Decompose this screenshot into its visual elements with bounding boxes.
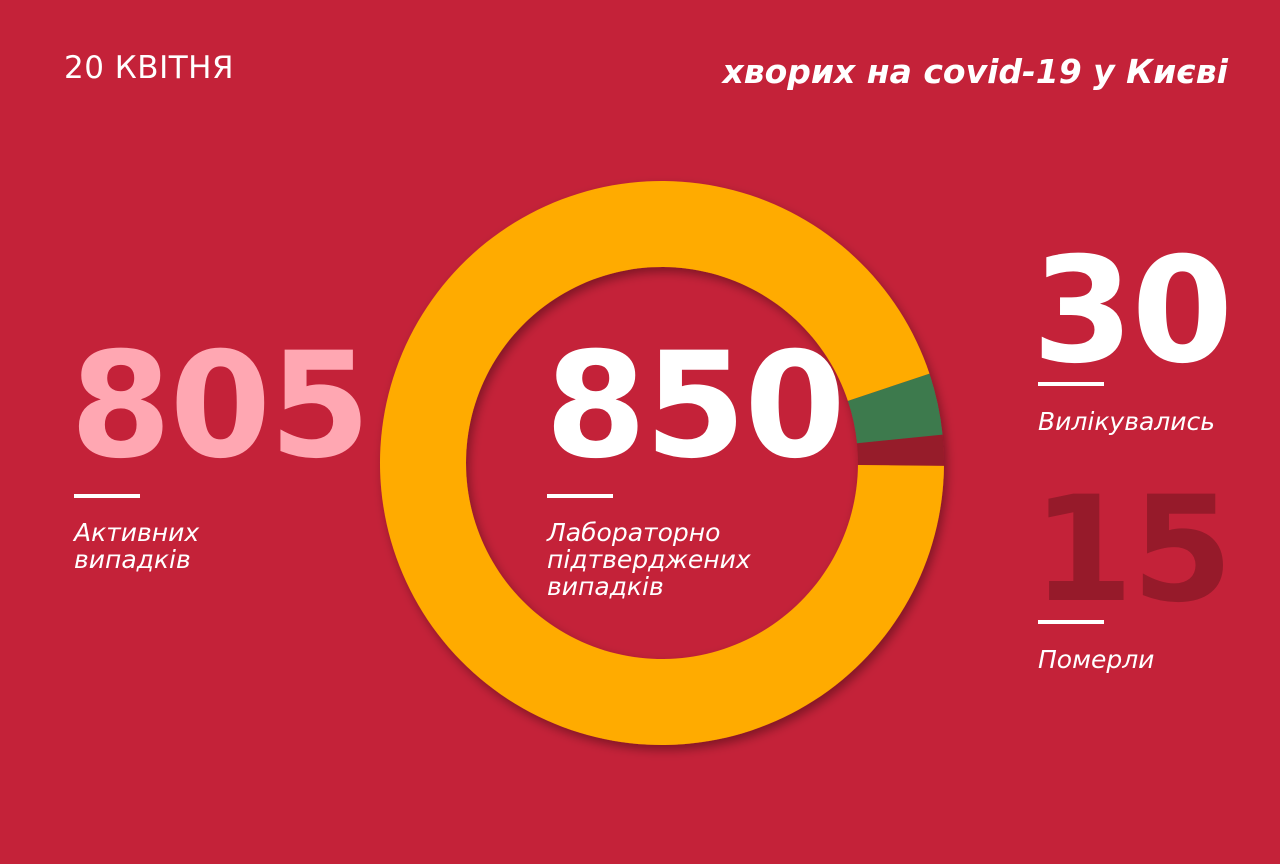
active-caption-line1: Активних [74, 518, 200, 547]
date-label: 20 КВІТНЯ [64, 50, 235, 86]
active-divider [74, 494, 140, 498]
deaths-caption: Померли [1038, 645, 1155, 674]
recovered-divider [1038, 382, 1104, 386]
header-title: хворих на covid-19 у Києві [722, 52, 1228, 91]
active-caption-line2: випадків [74, 545, 191, 574]
confirmed-caption-line3: випадків [547, 572, 664, 601]
active-cases-number: 805 [70, 321, 371, 491]
donut-slice-1 [847, 373, 943, 444]
confirmed-cases-caption: Лабораторно підтверджених випадків [547, 519, 787, 600]
confirmed-cases-number: 850 [545, 321, 846, 491]
recovered-number: 30 [1032, 226, 1233, 396]
confirmed-caption-line2: підтверджених [547, 545, 751, 574]
active-cases-caption: Активних випадків [74, 519, 274, 573]
donut-slice-2 [857, 434, 944, 466]
recovered-caption: Вилікувались [1038, 407, 1215, 436]
deaths-number: 15 [1032, 465, 1233, 635]
confirmed-caption-line1: Лабораторно [547, 518, 721, 547]
confirmed-divider [547, 494, 613, 498]
deaths-divider [1038, 620, 1104, 624]
